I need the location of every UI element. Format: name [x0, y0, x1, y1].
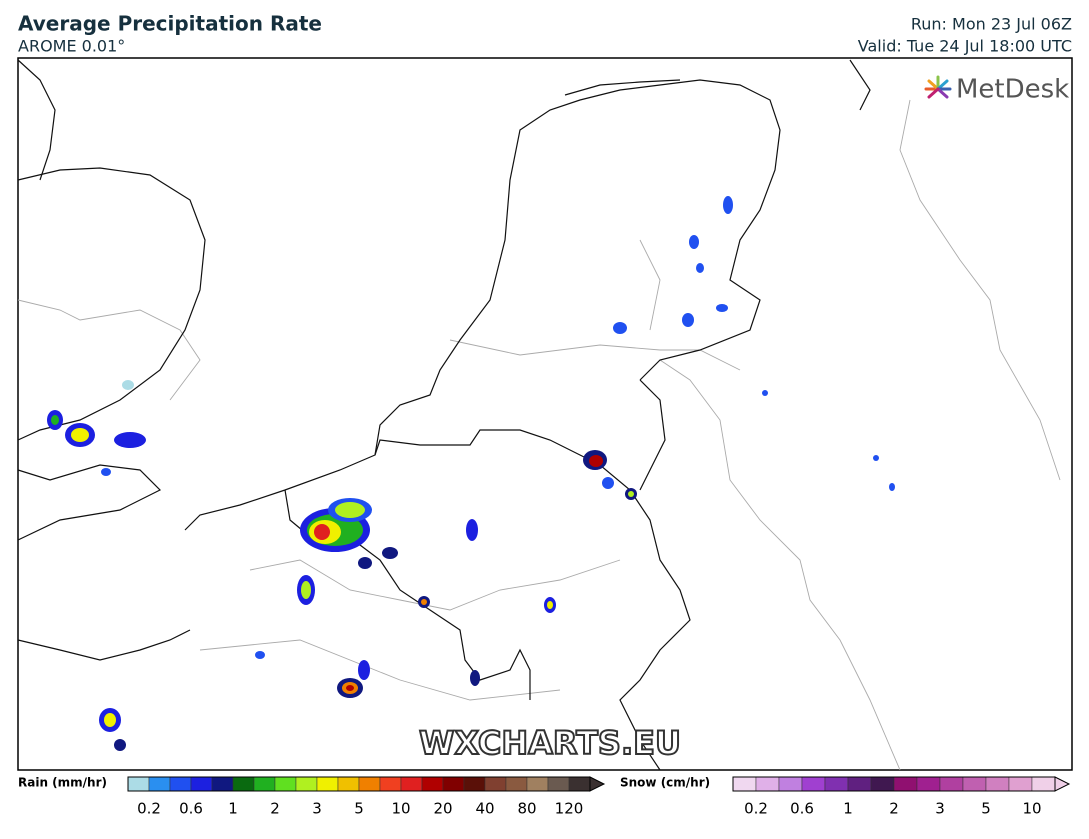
rain-swatch: [505, 776, 528, 792]
snow-swatch: [755, 776, 780, 792]
rain-swatch: [526, 776, 549, 792]
rain-swatch: [190, 776, 213, 792]
snow-tick-label: 1: [843, 800, 853, 818]
snow-swatch: [962, 776, 987, 792]
snow-tick-label: 2: [889, 800, 899, 818]
rain-tick-label: 120: [555, 800, 584, 818]
rain-tick-label: 1: [228, 800, 238, 818]
rain-swatch: [442, 776, 465, 792]
rain-swatch: [484, 776, 507, 792]
snow-swatch: [778, 776, 803, 792]
snow-tick-label: 5: [981, 800, 991, 818]
snow-legend-label: Snow (cm/hr): [620, 776, 710, 790]
snow-swatch: [801, 776, 826, 792]
snow-swatch: [732, 776, 757, 792]
snow-swatch: [824, 776, 849, 792]
rain-tick-label: 5: [354, 800, 364, 818]
rain-tick-label: 2: [270, 800, 280, 818]
rain-swatch: [379, 776, 402, 792]
rain-swatch: [421, 776, 444, 792]
snow-tick-label: 0.2: [744, 800, 768, 818]
rain-bar-frame: [127, 776, 591, 792]
watermark: WXCHARTS.EU: [419, 724, 681, 762]
map: MetDesk WXCHARTS.EU: [17, 57, 1073, 771]
rain-tick-label: 0.2: [137, 800, 161, 818]
coastlines: [17, 59, 871, 661]
rain-swatch: [358, 776, 381, 792]
rain-swatch: [400, 776, 423, 792]
rain-swatch: [211, 776, 234, 792]
rain-tick-label: 20: [433, 800, 452, 818]
rain-swatch: [127, 776, 150, 792]
run-time: Run: Mon 23 Jul 06Z: [911, 15, 1072, 34]
rain-tick-label: 80: [517, 800, 536, 818]
snow-swatch: [870, 776, 895, 792]
rain-swatch: [547, 776, 570, 792]
snow-swatch: [893, 776, 918, 792]
logo-text: MetDesk: [956, 75, 1069, 105]
rain-arrow: [589, 776, 606, 792]
rain-legend-label: Rain (mm/hr): [18, 776, 107, 790]
rain-tick-label: 40: [475, 800, 494, 818]
rain-swatch: [295, 776, 318, 792]
snow-tick-label: 10: [1022, 800, 1041, 818]
snow-swatch: [916, 776, 941, 792]
rain-swatch: [568, 776, 591, 792]
rain-swatch: [169, 776, 192, 792]
rain-tick-label: 3: [312, 800, 322, 818]
snow-swatch: [1031, 776, 1056, 792]
valid-time: Valid: Tue 24 Jul 18:00 UTC: [858, 37, 1072, 56]
rain-swatch: [232, 776, 255, 792]
precipitation: [47, 196, 895, 751]
rain-swatch: [148, 776, 171, 792]
rain-tick-label: 0.6: [179, 800, 203, 818]
title: Average Precipitation Rate: [18, 12, 322, 36]
rain-swatch: [463, 776, 486, 792]
rain-swatch: [274, 776, 297, 792]
snow-tick-label: 3: [935, 800, 945, 818]
subtitle: AROME 0.01°: [18, 37, 125, 56]
snow-swatch: [847, 776, 872, 792]
map-frame: [17, 57, 1073, 771]
rain-swatch: [316, 776, 339, 792]
rain-swatch: [337, 776, 360, 792]
snow-bar-frame: [732, 776, 1056, 792]
logo: MetDesk: [924, 75, 1069, 105]
snow-swatch: [939, 776, 964, 792]
snow-swatch: [985, 776, 1010, 792]
rain-tick-label: 10: [391, 800, 410, 818]
snow-swatch: [1008, 776, 1033, 792]
rain-swatch: [253, 776, 276, 792]
snow-tick-label: 0.6: [790, 800, 814, 818]
snow-arrow: [1054, 776, 1071, 792]
